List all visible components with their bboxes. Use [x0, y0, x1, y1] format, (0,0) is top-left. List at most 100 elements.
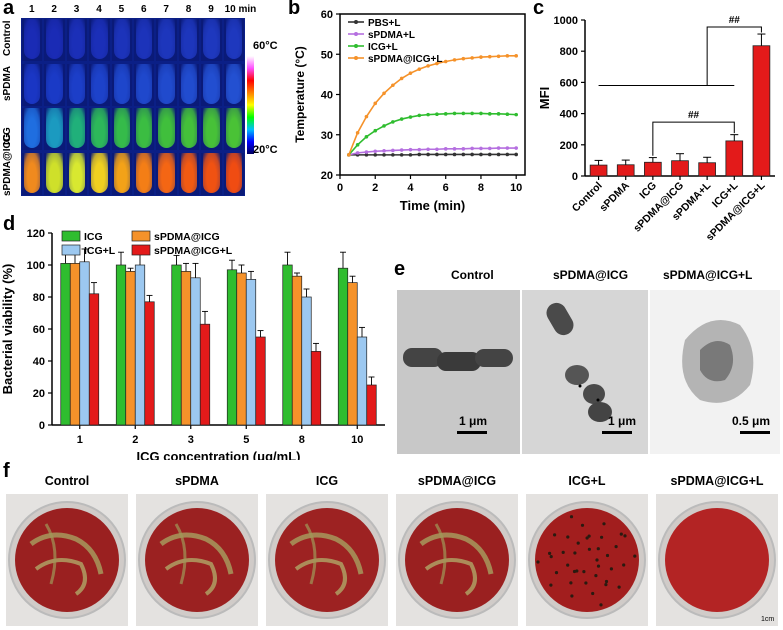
data-point: [355, 130, 360, 135]
bar: [199, 323, 211, 426]
legend-label: sPDMA@ICG+L: [154, 245, 233, 257]
legend-label: ICG+L: [368, 42, 398, 53]
legend-swatch: [131, 230, 151, 242]
tem-title-control: Control: [451, 268, 494, 282]
thermal-tube-image: [22, 108, 43, 150]
bar: [366, 384, 377, 426]
significance-label: ##: [729, 15, 741, 26]
colorbar-high-label: 60°C: [253, 40, 278, 52]
data-point: [452, 58, 457, 62]
thermal-tube-image: [111, 152, 132, 195]
data-point: [391, 148, 395, 153]
x-tick-label: 4: [407, 182, 414, 194]
bar: [79, 261, 90, 426]
thermal-tube-image: [134, 19, 155, 61]
data-point: [399, 148, 404, 152]
time-label: 7: [163, 4, 169, 15]
bar: [88, 293, 100, 426]
thermal-tube-image: [178, 108, 200, 150]
data-point: [443, 59, 448, 64]
time-label: 1: [29, 4, 35, 15]
data-point: [443, 152, 448, 157]
y-axis-label: MFI: [537, 87, 552, 109]
data-point: [408, 71, 413, 75]
x-tick-label: 1: [77, 434, 83, 446]
y-tick-label: 20: [33, 388, 45, 400]
bar: [310, 351, 322, 426]
data-point: [347, 153, 351, 157]
legend-label: sPDMA@ICG: [154, 231, 220, 243]
data-point: [496, 54, 501, 59]
data-point: [417, 152, 422, 157]
thermal-tube-image: [201, 108, 222, 150]
y-tick-label: 50: [321, 49, 333, 61]
data-point: [426, 147, 430, 152]
y-tick-label: 40: [33, 356, 45, 368]
thermal-tube-image: [134, 108, 155, 150]
data-point: [408, 115, 413, 119]
legend-swatch: [131, 244, 151, 256]
bar: [644, 161, 662, 177]
x-tick-label: 2: [372, 182, 378, 194]
significance-bracket: [706, 26, 762, 86]
data-point: [479, 152, 483, 157]
data-point: [435, 61, 439, 66]
row-label: sPDMA: [2, 65, 13, 101]
data-point: [391, 120, 395, 124]
data-point: [435, 152, 439, 157]
y-axis-label: Bacterial viability (%): [0, 264, 15, 395]
data-point: [391, 153, 395, 157]
legend-marker: [354, 32, 358, 36]
row-label: sPDMA@ICG: [2, 133, 13, 196]
thermal-tube-image: [44, 108, 65, 150]
thermal-tube-image: [66, 108, 88, 150]
x-tick-label: 8: [299, 434, 305, 446]
data-point: [364, 153, 369, 157]
series-line: [348, 55, 517, 156]
bar: [115, 264, 127, 426]
x-tick-label: 6: [443, 182, 449, 194]
legend-marker: [354, 56, 358, 60]
legend-label: sPDMA@ICG+L: [368, 54, 442, 65]
data-point: [399, 76, 404, 81]
data-point: [399, 153, 404, 157]
row-label: Control: [2, 20, 13, 56]
x-tick-label: Control: [570, 180, 605, 215]
thermal-tube-image: [156, 63, 177, 106]
data-point: [382, 153, 386, 157]
thermal-tube-image: [111, 19, 132, 61]
thermal-tube-image: [66, 63, 88, 106]
agar-plate-photo: [266, 494, 388, 626]
data-point: [487, 146, 492, 151]
thermal-tube-image: [223, 19, 244, 61]
plate-title: sPDMA@ICG+L: [670, 474, 764, 488]
thermal-tube-image: [66, 152, 88, 195]
data-point: [505, 146, 510, 150]
x-tick-label: 0: [337, 182, 343, 194]
data-point: [461, 111, 466, 116]
x-axis-label: ICG concentration (μg/mL): [137, 449, 301, 460]
bar: [616, 164, 635, 177]
thermal-image-panel: 1 2 3 4 5 6 7 8 9 10 min Control sPDMA ICG sPDMA@ICG…: [0, 0, 288, 210]
panel-label-d: d: [3, 213, 16, 235]
bar: [190, 277, 201, 426]
data-point: [426, 152, 430, 157]
y-tick-label: 200: [560, 140, 578, 152]
bar: [698, 162, 716, 177]
significance-bracket: [652, 121, 735, 156]
plate-panel: Control sPDMA ICG sPDMA@ICG ICG+L sPDMA@ICG+L…: [0, 462, 783, 630]
y-tick-label: 120: [27, 228, 45, 240]
data-point: [417, 67, 422, 71]
thermal-tube-image: [44, 63, 65, 106]
thermal-tube-image: [134, 63, 155, 106]
plate-title: Control: [44, 474, 90, 488]
thermal-tube-image: [66, 19, 88, 61]
x-axis-label: Time (min): [400, 198, 466, 213]
bar: [337, 267, 349, 426]
y-tick-label: 30: [321, 130, 333, 142]
thermal-tube-image: [156, 108, 177, 150]
x-tick-label: 5: [243, 434, 249, 446]
data-point: [417, 113, 422, 118]
agar-plate-photo: [396, 494, 518, 626]
